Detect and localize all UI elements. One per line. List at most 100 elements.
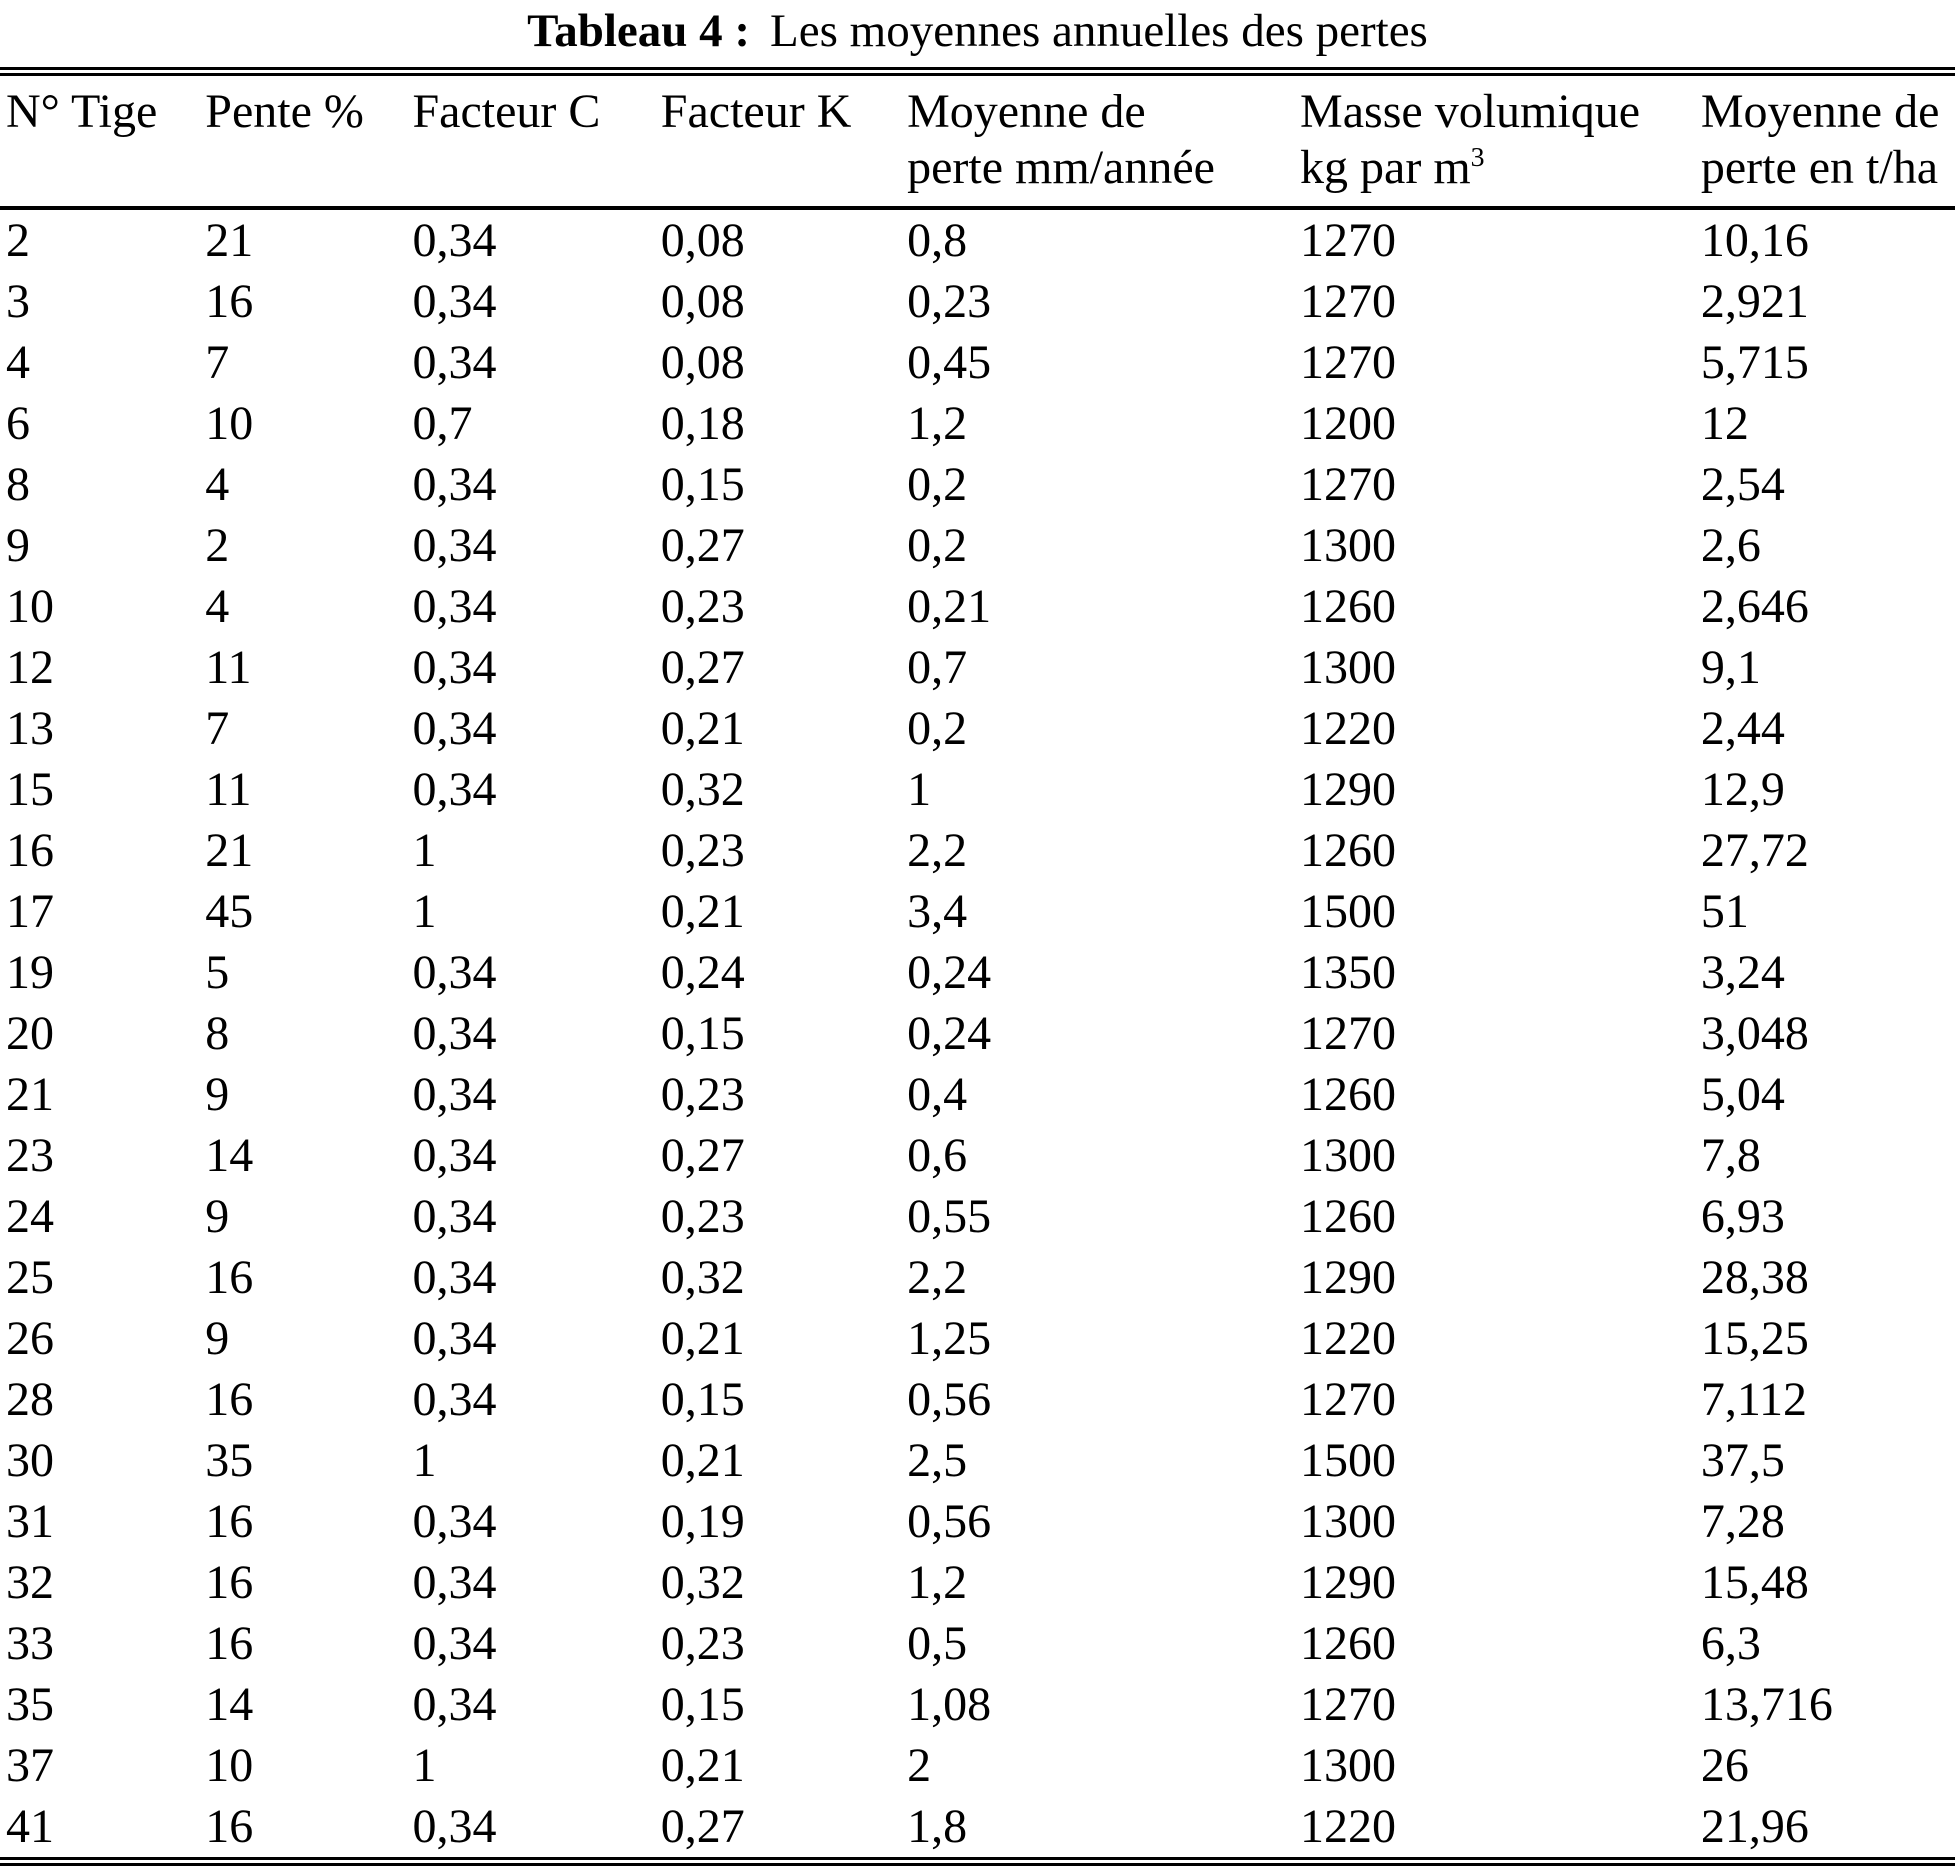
- table-cell: 0,27: [660, 1129, 745, 1182]
- table-cell: 9: [205, 1312, 230, 1365]
- table-cell: 10: [6, 580, 54, 633]
- table-cell: 21: [6, 1068, 54, 1121]
- table-cell: 0,27: [660, 1800, 745, 1853]
- table-cell: 2,646: [1700, 580, 1809, 633]
- table-cell: 0,21: [660, 702, 745, 755]
- table-cell: 9: [205, 1068, 230, 1121]
- table-cell: 2,44: [1700, 702, 1785, 755]
- table-cell: 0,45: [907, 336, 992, 389]
- table-row: 33 16 0,34 0,23 0,5 1260 6,3: [0, 1613, 1955, 1674]
- table-cell: 1290: [1300, 1556, 1397, 1609]
- table-row: 19 5 0,34 0,24 0,24 1350 3,24: [0, 942, 1955, 1003]
- table-row: 17 45 1 0,21 3,4 1500 51: [0, 881, 1955, 942]
- pertes-table: N° Tige Pente % Facteur C Facteur K Moye…: [0, 67, 1955, 1866]
- table-cell: 0,21: [660, 1312, 745, 1365]
- table-row: 30 35 1 0,21 2,5 1500 37,5: [0, 1430, 1955, 1491]
- table-row: 4 7 0,34 0,08 0,45 1270 5,715: [0, 332, 1955, 393]
- table-cell: 30: [6, 1434, 54, 1487]
- table-cell: 1200: [1300, 397, 1397, 450]
- table-cell: 2,5: [907, 1434, 968, 1487]
- table-cell: 10: [205, 1739, 254, 1792]
- table-cell: 5,715: [1700, 336, 1809, 389]
- table-cell: 3,048: [1700, 1007, 1809, 1060]
- table-cell: 0,2: [907, 702, 968, 755]
- column-header-facteur-k: Facteur K: [660, 71, 908, 210]
- table-cell: 21,96: [1700, 1800, 1809, 1853]
- table-cell: 27,72: [1700, 824, 1809, 877]
- table-row: 10 4 0,34 0,23 0,21 1260 2,646: [0, 576, 1955, 637]
- table-cell: 0,55: [907, 1190, 992, 1243]
- table-cell: 7,8: [1700, 1129, 1761, 1182]
- table-cell: 37: [6, 1739, 54, 1792]
- table-cell: 1260: [1300, 824, 1397, 877]
- table-cell: 1350: [1300, 946, 1397, 999]
- table-cell: 0,21: [660, 885, 745, 938]
- table-cell: 1220: [1300, 1312, 1397, 1365]
- table-cell: 45: [205, 885, 254, 938]
- table-cell: 0,34: [412, 519, 497, 572]
- table-cell: 1,2: [907, 1556, 968, 1609]
- table-cell: 16: [205, 1617, 254, 1670]
- table-cell: 0,18: [660, 397, 745, 450]
- table-cell: 0,23: [907, 275, 992, 328]
- table-cell: 21: [205, 824, 254, 877]
- table-cell: 0,23: [660, 1190, 745, 1243]
- table-cell: 0,34: [412, 1373, 497, 1426]
- table-cell: 0,15: [660, 1373, 745, 1426]
- table-cell: 0,34: [412, 1617, 497, 1670]
- table-cell: 16: [6, 824, 54, 877]
- table-cell: 1260: [1300, 1617, 1397, 1670]
- table-row: 26 9 0,34 0,21 1,25 1220 15,25: [0, 1308, 1955, 1369]
- table-cell: 26: [1700, 1739, 1749, 1792]
- table-cell: 4: [205, 580, 230, 633]
- table-cell: 0,15: [660, 458, 745, 511]
- table-cell: 1300: [1300, 519, 1397, 572]
- table-cell: 0,19: [660, 1495, 745, 1548]
- table-cell: 16: [205, 1800, 254, 1853]
- table-cell: 8: [205, 1007, 230, 1060]
- column-header-tige: N° Tige: [0, 71, 206, 210]
- table-cell: 2,6: [1700, 519, 1761, 572]
- table-cell: 1300: [1300, 641, 1397, 694]
- table-cell: 0,21: [660, 1739, 745, 1792]
- table-cell: 7,112: [1700, 1373, 1808, 1426]
- table-cell: 0,34: [412, 702, 497, 755]
- table-cell: 1: [412, 1434, 437, 1487]
- table-cell: 0,32: [660, 1251, 745, 1304]
- table-cell: 1220: [1300, 1800, 1397, 1853]
- table-cell: 0,15: [660, 1678, 745, 1731]
- table-cell: 26: [6, 1312, 54, 1365]
- table-cell: 14: [205, 1678, 254, 1731]
- table-cell: 0,34: [412, 275, 497, 328]
- table-row: 15 11 0,34 0,32 1 1290 12,9: [0, 759, 1955, 820]
- table-row: 20 8 0,34 0,15 0,24 1270 3,048: [0, 1003, 1955, 1064]
- table-cell: 0,34: [412, 763, 497, 816]
- table-cell: 0,34: [412, 580, 497, 633]
- table-cell: 0,23: [660, 580, 745, 633]
- table-cell: 0,56: [907, 1373, 992, 1426]
- table-cell: 0,27: [660, 641, 745, 694]
- table-cell: 7,28: [1700, 1495, 1785, 1548]
- table-cell: 16: [205, 1556, 254, 1609]
- table-cell: 1: [412, 1739, 437, 1792]
- table-cell: 3,4: [907, 885, 968, 938]
- table-row: 25 16 0,34 0,32 2,2 1290 28,38: [0, 1247, 1955, 1308]
- table-cell: 16: [205, 1251, 254, 1304]
- table-cell: 10: [205, 397, 254, 450]
- table-cell: 4: [205, 458, 230, 511]
- table-cell: 0,34: [412, 1068, 497, 1121]
- table-cell: 0,34: [412, 1007, 497, 1060]
- table-cell: 1300: [1300, 1739, 1397, 1792]
- table-cell: 0,08: [660, 336, 745, 389]
- table-cell: 1270: [1300, 1373, 1397, 1426]
- table-cell: 0,34: [412, 1129, 497, 1182]
- table-cell: 0,34: [412, 1678, 497, 1731]
- table-cell: 1270: [1300, 1678, 1397, 1731]
- table-cell: 1,2: [907, 397, 968, 450]
- column-header-masse-volumique: Masse volumique kg par m3: [1300, 71, 1701, 210]
- table-cell: 1270: [1300, 336, 1397, 389]
- table-cell: 7: [205, 336, 230, 389]
- table-cell: 1500: [1300, 885, 1397, 938]
- table-cell: 24: [6, 1190, 54, 1243]
- table-cell: 1290: [1300, 1251, 1397, 1304]
